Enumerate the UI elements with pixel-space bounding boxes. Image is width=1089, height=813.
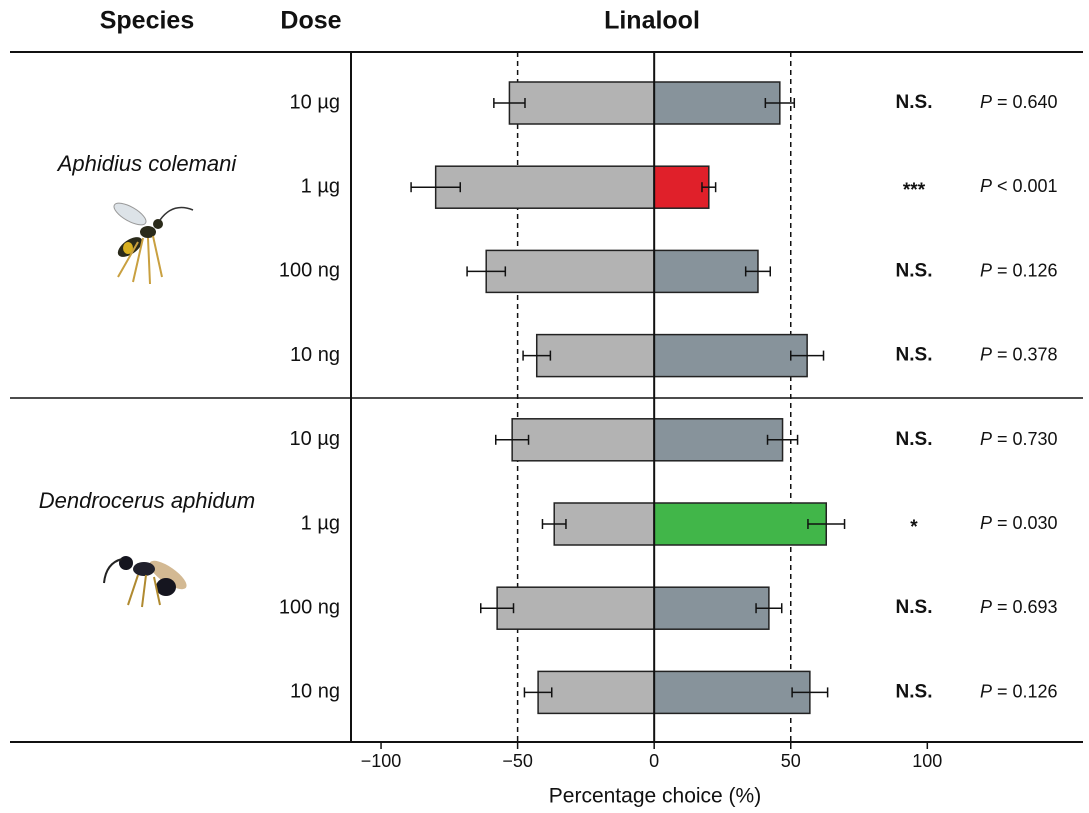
- bar: [486, 250, 654, 292]
- p-value-text: = 0.693: [997, 597, 1058, 617]
- x-tick-label: −50: [502, 751, 533, 771]
- p-value: P= 0.126: [980, 681, 1058, 701]
- p-value-text: = 0.640: [997, 92, 1058, 112]
- p-value-text: = 0.126: [997, 260, 1058, 280]
- chart-title: Linalool: [604, 7, 700, 35]
- species-name: Aphidius colemani: [56, 151, 238, 176]
- p-symbol: P: [980, 176, 992, 196]
- p-value-text: = 0.730: [997, 429, 1058, 449]
- significance: *: [910, 517, 918, 538]
- bar: [654, 250, 758, 292]
- p-value: P= 0.030: [980, 513, 1058, 533]
- bar: [512, 419, 654, 461]
- significance: ***: [903, 180, 926, 201]
- p-value-text: < 0.001: [997, 176, 1058, 196]
- wasp-icon: [104, 556, 191, 607]
- bar: [497, 587, 654, 629]
- bar: [509, 82, 654, 124]
- p-value-text: = 0.378: [997, 344, 1058, 364]
- bar: [554, 503, 654, 545]
- bar: [654, 503, 826, 545]
- dose-label: 10 ng: [290, 344, 340, 366]
- bar: [654, 166, 709, 208]
- dose-label: 10 µg: [290, 428, 340, 450]
- p-value: P= 0.640: [980, 92, 1058, 112]
- significance: N.S.: [896, 597, 933, 618]
- x-tick-label: 0: [649, 751, 659, 771]
- bar: [654, 419, 782, 461]
- bar: [654, 335, 807, 377]
- x-tick-label: 50: [781, 751, 801, 771]
- bar: [654, 587, 769, 629]
- significance: N.S.: [896, 429, 933, 450]
- p-value: P= 0.378: [980, 344, 1058, 364]
- bar: [538, 671, 654, 713]
- p-value: P= 0.730: [980, 429, 1058, 449]
- p-symbol: P: [980, 429, 992, 449]
- bar: [654, 82, 780, 124]
- dose-label: 10 ng: [290, 681, 340, 703]
- p-value: P= 0.693: [980, 597, 1058, 617]
- bar: [654, 671, 810, 713]
- p-symbol: P: [980, 92, 992, 112]
- p-symbol: P: [980, 344, 992, 364]
- p-value-text: = 0.030: [997, 513, 1058, 533]
- dose-label: 1 µg: [301, 175, 340, 197]
- bar: [537, 335, 654, 377]
- significance: N.S.: [896, 345, 933, 366]
- dose-label: 10 µg: [290, 91, 340, 113]
- species-header: Species: [100, 7, 195, 35]
- p-value: P= 0.126: [980, 260, 1058, 280]
- p-symbol: P: [980, 681, 992, 701]
- x-axis-label: Percentage choice (%): [549, 785, 761, 808]
- dose-label: 100 ng: [279, 596, 340, 618]
- p-symbol: P: [980, 597, 992, 617]
- dose-header: Dose: [280, 7, 341, 35]
- significance: N.S.: [896, 260, 933, 281]
- x-tick-label: 100: [912, 751, 942, 771]
- significance: N.S.: [896, 92, 933, 113]
- significance: N.S.: [896, 681, 933, 702]
- p-symbol: P: [980, 513, 992, 533]
- p-value: P< 0.001: [980, 176, 1058, 196]
- chart: Species Dose Linalool Percentage choice …: [0, 0, 1089, 813]
- p-symbol: P: [980, 260, 992, 280]
- p-value-text: = 0.126: [997, 681, 1058, 701]
- bar: [436, 166, 655, 208]
- species-name: Dendrocerus aphidum: [39, 488, 255, 513]
- wasp-icon: [111, 199, 193, 284]
- dose-label: 1 µg: [301, 512, 340, 534]
- dose-label: 100 ng: [279, 260, 340, 282]
- x-tick-label: −100: [361, 751, 402, 771]
